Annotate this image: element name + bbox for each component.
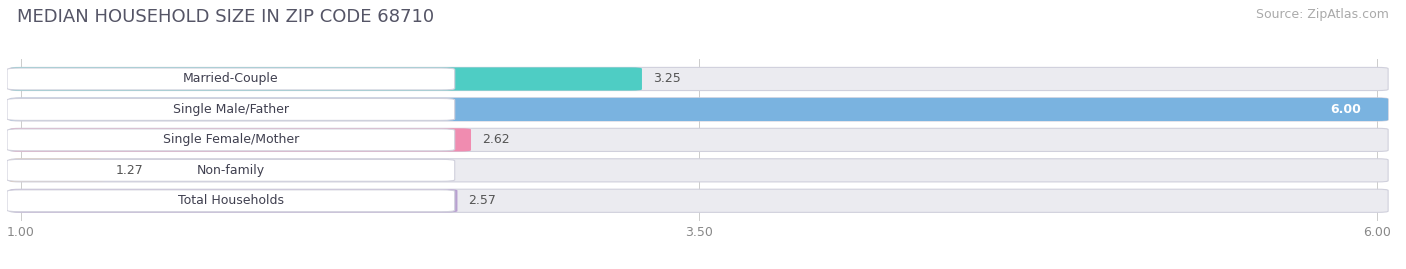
Text: Married-Couple: Married-Couple <box>183 72 278 86</box>
FancyBboxPatch shape <box>7 190 454 212</box>
Text: 3.25: 3.25 <box>652 72 681 86</box>
FancyBboxPatch shape <box>10 189 1388 212</box>
FancyBboxPatch shape <box>10 128 1388 151</box>
Text: Single Female/Mother: Single Female/Mother <box>163 133 299 146</box>
Text: Source: ZipAtlas.com: Source: ZipAtlas.com <box>1256 8 1389 21</box>
Text: 2.62: 2.62 <box>482 133 509 146</box>
Text: MEDIAN HOUSEHOLD SIZE IN ZIP CODE 68710: MEDIAN HOUSEHOLD SIZE IN ZIP CODE 68710 <box>17 8 434 26</box>
FancyBboxPatch shape <box>10 68 643 91</box>
FancyBboxPatch shape <box>10 98 1388 121</box>
FancyBboxPatch shape <box>10 68 1388 91</box>
FancyBboxPatch shape <box>7 68 454 90</box>
FancyBboxPatch shape <box>10 98 1388 121</box>
FancyBboxPatch shape <box>10 128 471 151</box>
FancyBboxPatch shape <box>10 159 1388 182</box>
FancyBboxPatch shape <box>10 189 457 212</box>
FancyBboxPatch shape <box>7 159 454 181</box>
Text: 6.00: 6.00 <box>1330 103 1361 116</box>
FancyBboxPatch shape <box>7 98 454 121</box>
Text: 2.57: 2.57 <box>468 194 496 207</box>
FancyBboxPatch shape <box>10 159 104 182</box>
Text: 1.27: 1.27 <box>115 164 143 177</box>
FancyBboxPatch shape <box>7 129 454 151</box>
Text: Total Households: Total Households <box>179 194 284 207</box>
Text: Non-family: Non-family <box>197 164 264 177</box>
Text: Single Male/Father: Single Male/Father <box>173 103 288 116</box>
